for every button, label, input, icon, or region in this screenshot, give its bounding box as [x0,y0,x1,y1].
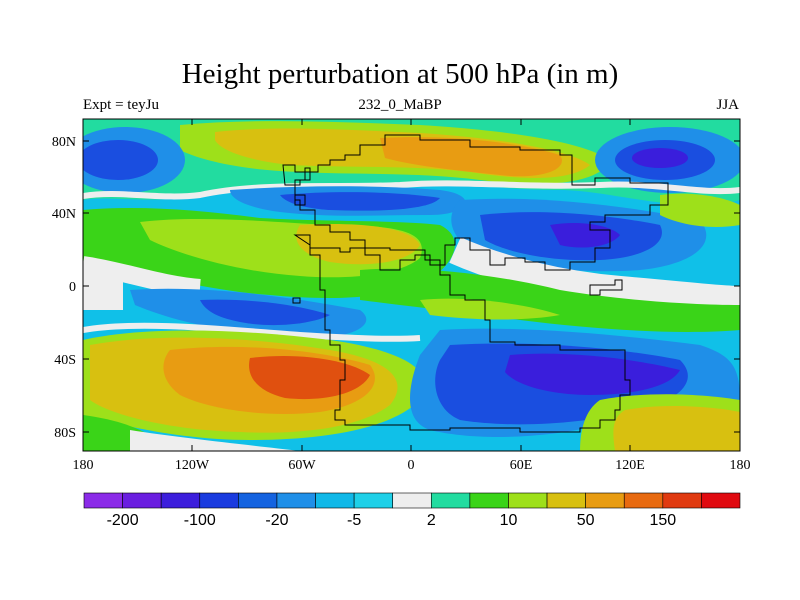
colorbar-label: -20 [265,512,288,529]
run-label: 232_0_MaBP [358,97,442,113]
x-tick-label: 60W [288,458,316,473]
colorbar-swatch [353,492,394,509]
colorbar-swatch [662,492,702,509]
x-tick-label: 120W [175,458,210,473]
x-tick-label: 120E [615,458,645,473]
x-tick-label: 180 [730,458,751,473]
chart-title: Height perturbation at 500 hPa (in m) [181,58,619,90]
x-tick-label: 0 [408,458,415,473]
colorbar-swatch [315,492,355,509]
colorbar-label: -5 [347,512,361,529]
colorbar-swatch [160,492,201,509]
x-axis: 180 120W 60W 0 60E 120E 180 [73,119,751,473]
colorbar-swatch [238,492,278,509]
y-tick-label: 40N [52,207,76,222]
colorbar-swatch [546,492,586,509]
colorbar-label: -100 [184,512,216,529]
colorbar-label: -200 [107,512,139,529]
colorbar-label: 2 [427,512,436,529]
colorbar-swatch [469,492,509,509]
y-tick-label: 80S [54,426,76,441]
colorbar-swatch [508,492,548,509]
colorbar-label: 150 [649,512,676,529]
colorbar-swatch [701,492,741,509]
colorbar-swatch [122,492,162,509]
colorbar-swatch [392,492,432,509]
colorbar-swatch [430,492,471,509]
colorbar-swatch [276,492,316,509]
y-tick-label: 40S [54,353,76,368]
colorbar-swatch [623,492,664,509]
y-axis: 80N 40N 0 40S 80S [52,135,740,441]
y-tick-label: 0 [69,280,76,295]
x-tick-label: 180 [73,458,94,473]
colorbar: -200 -100 -20 -5 2 10 50 150 [83,492,741,529]
colorbar-swatch [83,492,123,509]
colorbar-swatch [585,492,625,509]
y-tick-label: 80N [52,135,76,150]
colorbar-label: 50 [577,512,595,529]
experiment-label: Expt = teyJu [83,97,159,113]
season-label: JJA [716,97,739,113]
x-tick-label: 60E [510,458,533,473]
colorbar-label: 10 [500,512,518,529]
colorbar-swatch [199,492,239,509]
continent-outlines [282,134,669,433]
height-perturbation-field [83,119,740,451]
